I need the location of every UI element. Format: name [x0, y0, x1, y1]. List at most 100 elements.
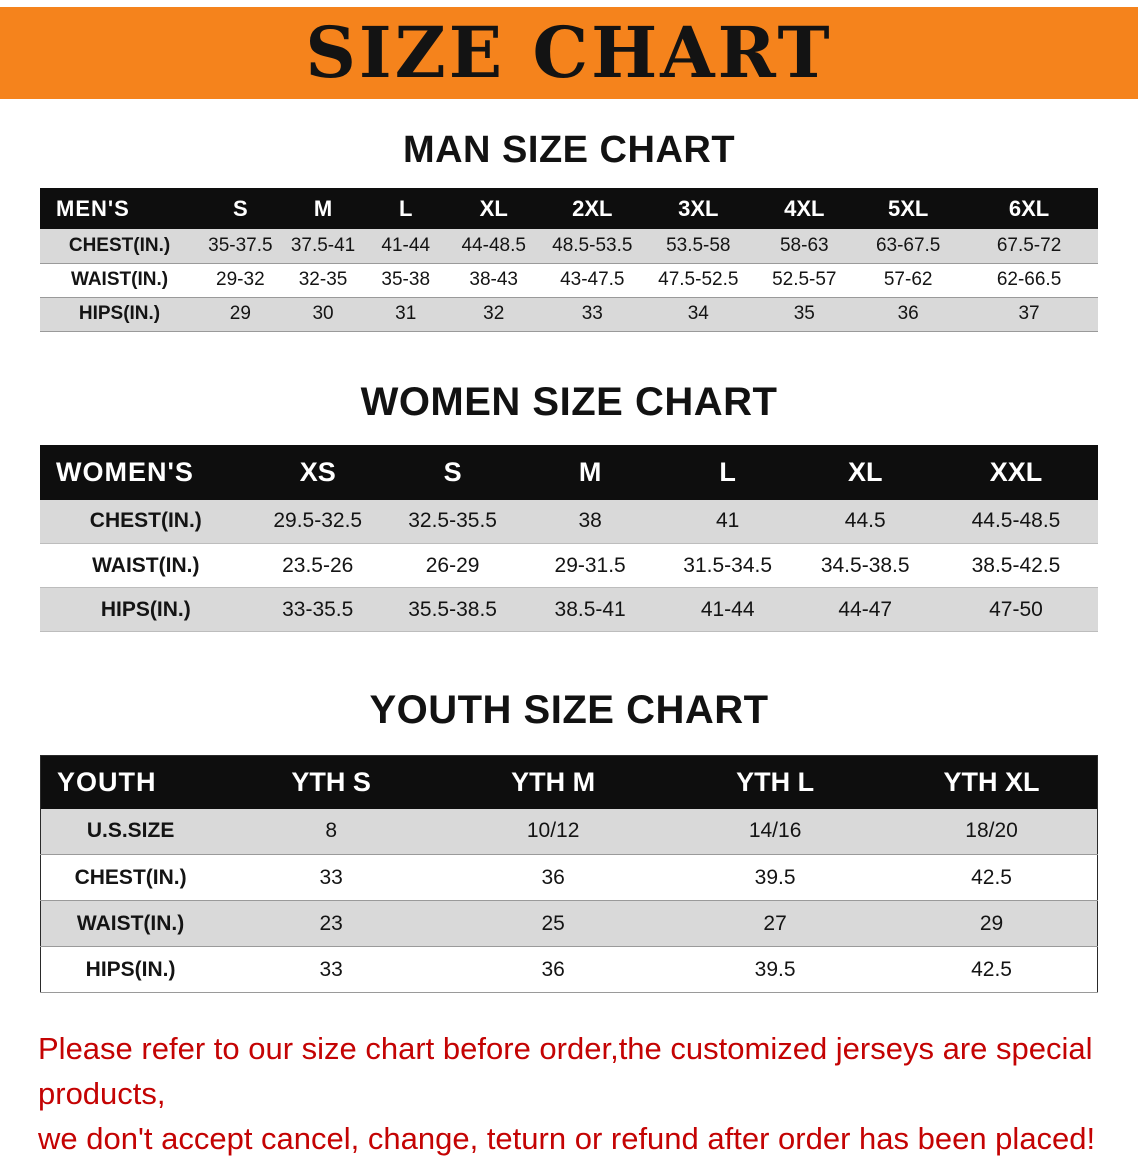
table-cell: 33: [220, 854, 443, 901]
table-cell: 35-38: [364, 263, 448, 298]
table-cell: 38: [521, 499, 659, 544]
size-header-cell: XS: [299, 456, 336, 487]
table-corner-label: MEN'S: [56, 195, 130, 221]
table-cell: 35.5-38.5: [383, 587, 522, 632]
table-cell: 25: [442, 900, 665, 947]
table-cell: 33: [220, 946, 443, 993]
men-size-table: MEN'S S M L XL 2XL 3XL 4XL 5XL 6XL CHEST…: [40, 188, 1098, 332]
row-label: HIPS(IN.): [40, 587, 252, 632]
table-row: HIPS(IN.) 33-35.5 35.5-38.5 38.5-41 41-4…: [40, 587, 1098, 632]
size-header-cell: YTH S: [291, 766, 371, 797]
size-chart-page: SIZE CHART MAN SIZE CHART MEN'S S M L XL…: [0, 7, 1138, 1162]
table-header-row: YOUTH YTH S YTH M YTH L YTH XL: [40, 755, 1098, 809]
table-cell: 44.5-48.5: [933, 499, 1098, 544]
table-cell: 32: [447, 297, 541, 332]
table-row: CHEST(IN.) 33 36 39.5 42.5: [40, 854, 1098, 901]
table-header-row: WOMEN'S XS S M L XL XXL: [40, 444, 1098, 500]
table-cell: 31: [364, 297, 448, 332]
row-label: WAIST(IN.): [40, 263, 200, 298]
youth-size-table: YOUTH YTH S YTH M YTH L YTH XL U.S.SIZE …: [40, 755, 1098, 993]
table-cell: 36: [442, 854, 665, 901]
table-cell: 53.5-58: [644, 229, 753, 264]
table-cell: 29: [199, 297, 282, 332]
size-header-cell: M: [578, 456, 602, 487]
table-cell: 14/16: [664, 808, 887, 855]
page-title: SIZE CHART: [305, 11, 833, 94]
size-header-cell: M: [313, 195, 333, 221]
table-cell: 41-44: [658, 587, 797, 632]
table-cell: 37.5-41: [281, 229, 365, 264]
row-label: HIPS(IN.): [40, 297, 200, 332]
table-cell: 34: [644, 297, 753, 332]
size-header-cell: XL: [847, 456, 883, 487]
row-label: CHEST(IN.): [40, 229, 200, 264]
table-cell: 18/20: [886, 808, 1098, 855]
table-cell: 30: [281, 297, 365, 332]
table-row: U.S.SIZE 8 10/12 14/16 18/20: [40, 808, 1098, 855]
table-cell: 34.5-38.5: [796, 543, 934, 588]
table-cell: 26-29: [383, 543, 522, 588]
table-cell: 39.5: [664, 946, 887, 993]
table-cell: 47.5-52.5: [644, 263, 753, 298]
table-cell: 36: [442, 946, 665, 993]
table-cell: 10/12: [442, 808, 665, 855]
table-row: CHEST(IN.) 29.5-32.5 32.5-35.5 38 41 44.…: [40, 499, 1098, 544]
table-cell: 42.5: [886, 854, 1098, 901]
size-header-cell: YTH M: [511, 766, 596, 797]
size-header-cell: 2XL: [572, 195, 613, 221]
table-row: WAIST(IN.) 23.5-26 26-29 29-31.5 31.5-34…: [40, 543, 1098, 588]
size-header-cell: YTH L: [736, 766, 815, 797]
table-cell: 29.5-32.5: [251, 499, 384, 544]
size-header-cell: S: [233, 195, 248, 221]
table-cell: 38.5-41: [521, 587, 659, 632]
women-section-heading: WOMEN SIZE CHART: [360, 379, 778, 424]
table-cell: 48.5-53.5: [540, 229, 645, 264]
table-cell: 23: [220, 900, 443, 947]
table-cell: 52.5-57: [752, 263, 857, 298]
table-cell: 41-44: [364, 229, 448, 264]
table-cell: 35: [752, 297, 857, 332]
size-header-cell: YTH XL: [943, 766, 1040, 797]
table-cell: 63-67.5: [856, 229, 961, 264]
table-cell: 29-31.5: [521, 543, 659, 588]
table-row: WAIST(IN.) 23 25 27 29: [40, 900, 1098, 947]
notice-line-2: we don't accept cancel, change, teturn o…: [38, 1120, 1096, 1156]
size-header-cell: XXL: [989, 456, 1043, 487]
table-cell: 58-63: [752, 229, 857, 264]
table-cell: 32-35: [281, 263, 365, 298]
table-corner-label: YOUTH: [57, 766, 157, 797]
table-cell: 44-47: [796, 587, 934, 632]
table-cell: 27: [664, 900, 887, 947]
women-section: WOMEN SIZE CHART WOMEN'S XS S M L XL XXL: [0, 379, 1138, 632]
table-cell: 37: [960, 297, 1098, 332]
table-row: CHEST(IN.) 35-37.5 37.5-41 41-44 44-48.5…: [40, 229, 1098, 264]
table-cell: 44.5: [796, 499, 934, 544]
size-header-cell: S: [443, 456, 462, 487]
notice-line-1: Please refer to our size chart before or…: [38, 1031, 1093, 1111]
table-cell: 38-43: [447, 263, 541, 298]
table-header-row: MEN'S S M L XL 2XL 3XL 4XL 5XL 6XL: [40, 188, 1098, 229]
table-cell: 44-48.5: [447, 229, 541, 264]
table-cell: 62-66.5: [960, 263, 1098, 298]
row-label: CHEST(IN.): [40, 499, 252, 544]
table-cell: 33: [540, 297, 645, 332]
size-header-cell: 3XL: [678, 195, 719, 221]
men-section: MAN SIZE CHART MEN'S S M L XL 2XL 3XL 4X…: [0, 129, 1138, 332]
women-size-table: WOMEN'S XS S M L XL XXL CHEST(IN.) 29.5-…: [40, 444, 1098, 632]
youth-section: YOUTH SIZE CHART YOUTH YTH S YTH M YTH L…: [0, 688, 1138, 993]
youth-section-heading: YOUTH SIZE CHART: [369, 688, 769, 732]
table-cell: 29: [886, 900, 1098, 947]
banner: SIZE CHART: [0, 7, 1138, 99]
order-notice: Please refer to our size chart before or…: [38, 1027, 1100, 1162]
row-label: HIPS(IN.): [40, 946, 221, 993]
table-cell: 39.5: [664, 854, 887, 901]
size-header-cell: 6XL: [1008, 195, 1050, 221]
size-header-cell: L: [719, 456, 736, 487]
table-cell: 31.5-34.5: [658, 543, 797, 588]
table-corner-label: WOMEN'S: [56, 456, 194, 487]
row-label: WAIST(IN.): [40, 543, 252, 588]
table-cell: 33-35.5: [251, 587, 384, 632]
size-header-cell: 5XL: [887, 195, 929, 221]
table-cell: 8: [220, 808, 443, 855]
table-cell: 32.5-35.5: [383, 499, 522, 544]
